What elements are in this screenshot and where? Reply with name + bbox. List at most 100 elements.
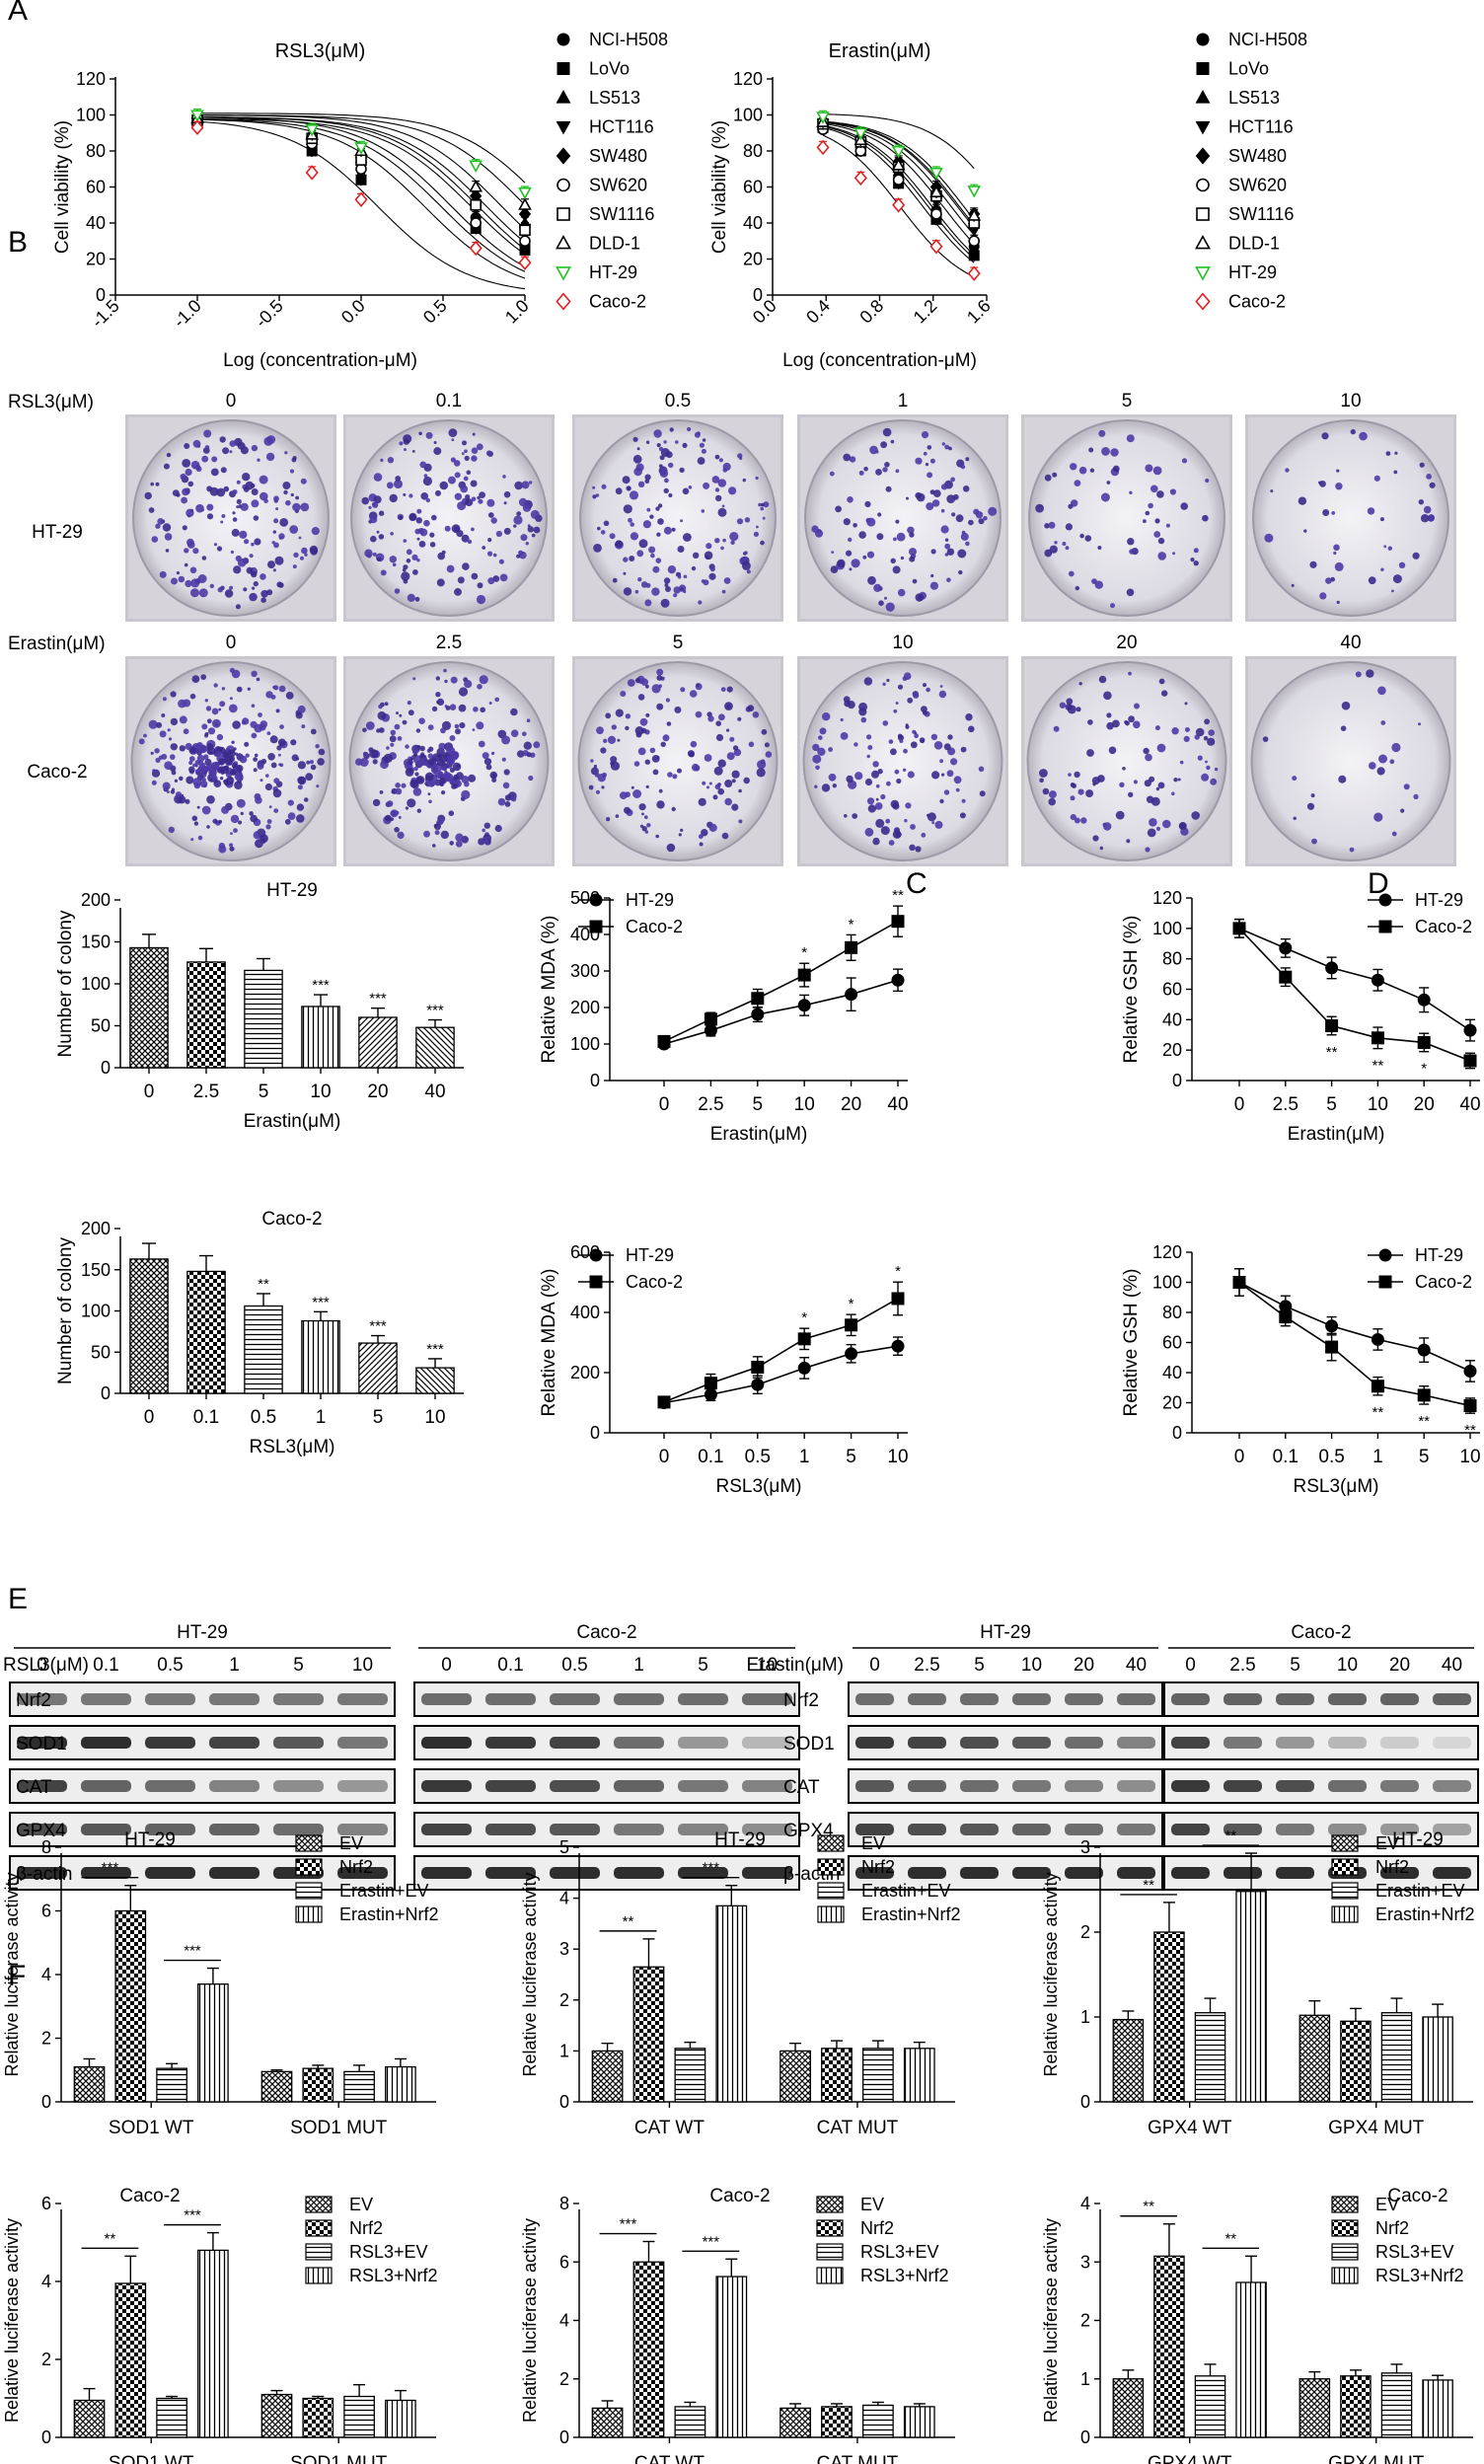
colony [490, 773, 497, 780]
colony [278, 533, 285, 540]
point-HT-29 [1371, 973, 1384, 987]
colony [1165, 523, 1170, 528]
blot-protein-label: β-actin [16, 1864, 72, 1885]
x-tick-label: GPX4 WT [1148, 2118, 1232, 2138]
colony [433, 447, 442, 456]
colony [253, 757, 258, 762]
x-tick-label: CAT WT [634, 2118, 705, 2138]
blot-dose-label: 40 [1126, 1655, 1147, 1676]
colony [1385, 451, 1391, 456]
colony [292, 502, 301, 512]
colony [228, 756, 236, 763]
colony [501, 757, 506, 762]
band [908, 1693, 946, 1705]
band [1276, 1780, 1314, 1792]
sig-label: *** [620, 2216, 637, 2233]
colony [414, 772, 419, 777]
colony [1264, 533, 1274, 543]
colony [527, 526, 534, 533]
colony [669, 427, 674, 432]
row2-dose-label: 0 [226, 633, 237, 653]
colony [251, 488, 259, 495]
colony [476, 443, 483, 451]
legend-swatch [1331, 1905, 1359, 1923]
colony [927, 445, 932, 450]
colony [867, 745, 873, 750]
colony [441, 550, 446, 555]
colony [921, 431, 929, 439]
colony [628, 486, 631, 490]
colony [437, 818, 444, 825]
colony [305, 773, 314, 782]
colony [632, 454, 642, 464]
colony [866, 797, 875, 805]
colony [931, 771, 940, 780]
colony [1355, 671, 1362, 678]
colony [715, 733, 724, 742]
colony [1145, 753, 1152, 762]
x-tick-label: GPX4 MUT [1328, 2118, 1425, 2138]
colony [378, 534, 385, 540]
legend-label: Nrf2 [860, 2218, 894, 2238]
colony [848, 537, 853, 543]
colony [211, 708, 219, 715]
colony [372, 798, 381, 807]
sig-label: ** [1224, 2230, 1236, 2247]
sig-label: ** [1464, 1422, 1476, 1439]
band [1328, 1780, 1367, 1792]
colony [821, 784, 831, 792]
colony [272, 788, 282, 798]
colony [688, 485, 693, 489]
colony [204, 445, 210, 450]
colony [660, 598, 670, 608]
colony [232, 511, 236, 515]
colony [738, 819, 743, 824]
legend-label: LoVo [589, 59, 630, 79]
band [678, 1780, 728, 1792]
bar-Erastin+Nrf2 [1422, 2016, 1453, 2103]
colony [947, 734, 953, 740]
colony [907, 526, 915, 534]
colony [637, 747, 646, 756]
point-Caco-2 [657, 1034, 671, 1048]
colony [455, 728, 461, 735]
band [1117, 1737, 1155, 1749]
colony [425, 431, 433, 439]
colony [444, 525, 451, 532]
colony [204, 699, 208, 703]
colony [715, 494, 722, 502]
colony [677, 546, 685, 553]
colony [758, 502, 762, 507]
point-HT-29 [354, 142, 368, 155]
colony [880, 793, 886, 800]
colony [1426, 474, 1432, 480]
colony [162, 697, 167, 702]
y-tick-label: 120 [1152, 1242, 1182, 1262]
chart-D1: 02040608010012002.55102040******HT-29Cac… [1121, 888, 1481, 1145]
x-tick-label: 0.1 [698, 1447, 723, 1467]
colony [164, 533, 173, 541]
y-tick-label: 1 [1080, 2007, 1090, 2027]
colony [376, 728, 381, 733]
colony [1205, 760, 1208, 764]
colony [635, 463, 644, 472]
colony [946, 770, 954, 778]
x-tick-label: 0 [659, 1094, 670, 1115]
colony [179, 745, 186, 752]
colony [948, 446, 952, 451]
blot-frame-CAT [848, 1768, 1163, 1804]
colony [748, 741, 755, 748]
colony [664, 583, 669, 587]
band [145, 1780, 195, 1792]
blot-cell-label: Caco-2 [576, 1622, 636, 1643]
legend-swatch [305, 2219, 333, 2237]
colony [277, 738, 286, 747]
colony [683, 589, 687, 594]
y-tick-label: 60 [1162, 1333, 1182, 1353]
bar-2.5 [186, 961, 226, 1069]
colony [1147, 828, 1156, 838]
colony [254, 792, 261, 800]
band [855, 1693, 894, 1705]
colony [317, 758, 325, 766]
bar-5 [244, 969, 283, 1069]
